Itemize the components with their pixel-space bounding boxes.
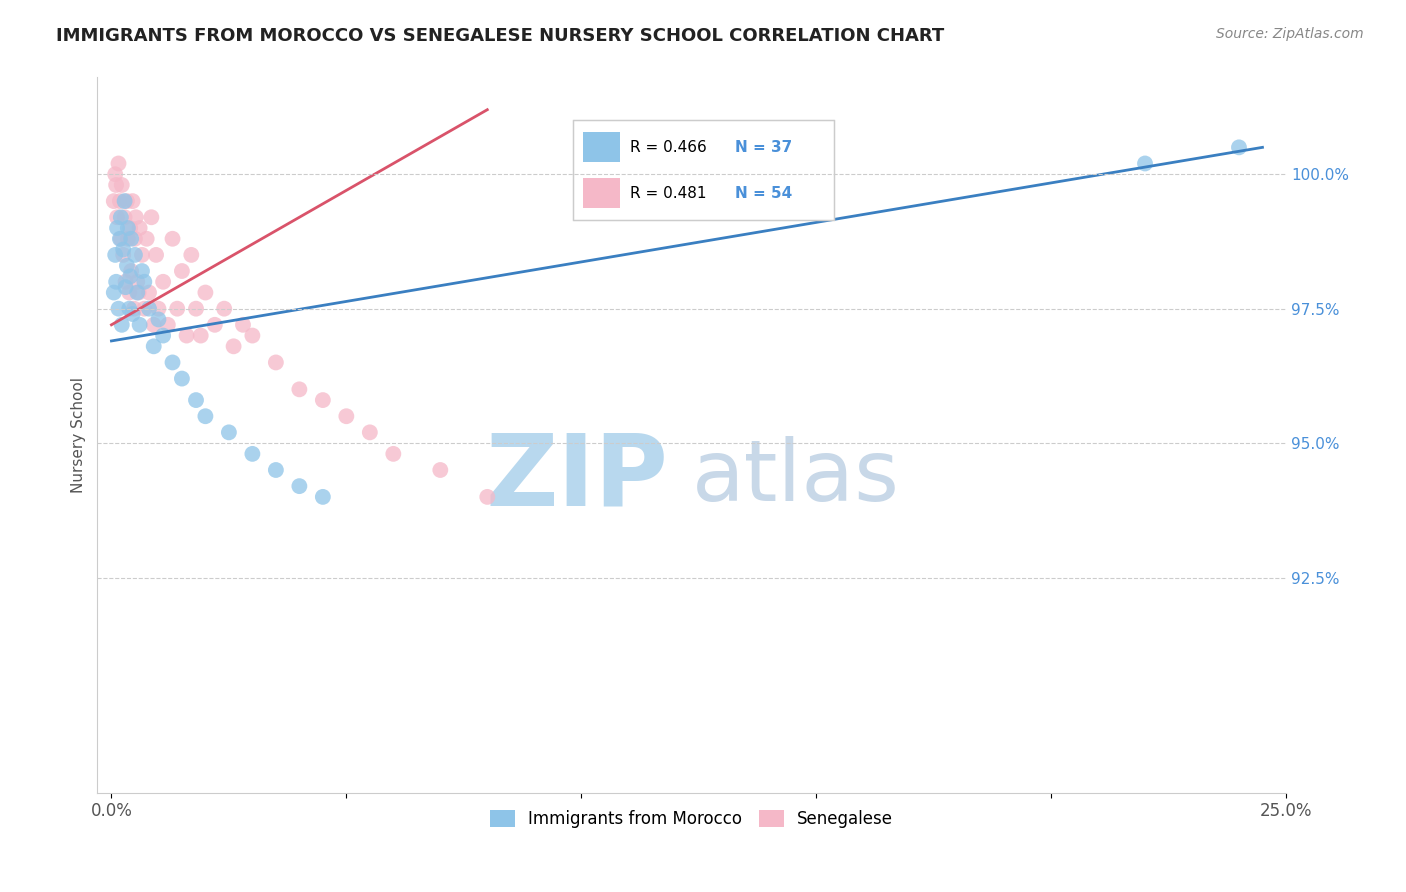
Immigrants from Morocco [288,479,311,493]
Senegalese [335,409,357,424]
Immigrants from Morocco [138,301,160,316]
Immigrants from Morocco [114,280,136,294]
Senegalese [142,318,165,332]
Senegalese [105,211,128,225]
Senegalese [152,275,174,289]
Immigrants from Morocco [103,285,125,300]
Immigrants from Morocco [118,301,141,316]
Senegalese [222,339,245,353]
Senegalese [288,382,311,396]
Immigrants from Morocco [112,243,135,257]
Senegalese [145,248,167,262]
Immigrants from Morocco [105,275,128,289]
Senegalese [120,221,142,235]
Senegalese [108,194,131,208]
Immigrants from Morocco [152,328,174,343]
Senegalese [176,328,198,343]
Immigrants from Morocco [108,232,131,246]
Immigrants from Morocco [312,490,335,504]
Senegalese [115,194,138,208]
Senegalese [107,156,129,170]
Senegalese [204,318,226,332]
Immigrants from Morocco [242,447,264,461]
Immigrants from Morocco [264,463,287,477]
Legend: Immigrants from Morocco, Senegalese: Immigrants from Morocco, Senegalese [484,803,900,834]
Immigrants from Morocco [104,248,127,262]
Immigrants from Morocco [142,339,165,353]
Senegalese [162,232,184,246]
Immigrants from Morocco [105,221,128,235]
Senegalese [103,194,125,208]
Immigrants from Morocco [148,312,170,326]
Text: atlas: atlas [692,436,900,519]
Immigrants from Morocco [121,307,143,321]
Senegalese [134,301,156,316]
Immigrants from Morocco [128,318,150,332]
Senegalese [122,301,145,316]
Senegalese [128,285,150,300]
Senegalese [232,318,254,332]
Senegalese [429,463,451,477]
Senegalese [110,232,132,246]
Y-axis label: Nursery School: Nursery School [72,377,86,493]
Immigrants from Morocco [127,285,149,300]
Immigrants from Morocco [114,194,136,208]
Senegalese [180,248,202,262]
Senegalese [264,355,287,369]
Senegalese [128,221,150,235]
Immigrants from Morocco [120,269,142,284]
Senegalese [477,490,499,504]
Senegalese [166,301,188,316]
Immigrants from Morocco [111,318,134,332]
Senegalese [131,248,153,262]
Senegalese [382,447,405,461]
Immigrants from Morocco [115,259,138,273]
Immigrants from Morocco [131,264,153,278]
Senegalese [194,285,217,300]
Senegalese [121,194,143,208]
Senegalese [114,275,136,289]
Senegalese [118,285,141,300]
Senegalese [242,328,264,343]
Senegalese [212,301,235,316]
Senegalese [148,301,170,316]
Immigrants from Morocco [218,425,240,440]
Senegalese [105,178,128,192]
Immigrants from Morocco [1227,140,1250,154]
Senegalese [120,264,142,278]
Senegalese [138,285,160,300]
Senegalese [156,318,179,332]
Text: ZIP: ZIP [485,429,668,526]
Senegalese [312,393,335,408]
Senegalese [184,301,207,316]
Immigrants from Morocco [194,409,217,424]
Senegalese [359,425,381,440]
Senegalese [127,275,149,289]
Senegalese [112,248,135,262]
Senegalese [117,232,139,246]
Senegalese [125,211,148,225]
Senegalese [124,232,146,246]
Senegalese [114,211,136,225]
Immigrants from Morocco [162,355,184,369]
Immigrants from Morocco [134,275,156,289]
Senegalese [141,211,163,225]
Senegalese [170,264,193,278]
Immigrants from Morocco [184,393,207,408]
Immigrants from Morocco [107,301,129,316]
Immigrants from Morocco [117,221,139,235]
Senegalese [104,167,127,181]
Immigrants from Morocco [110,211,132,225]
Senegalese [190,328,212,343]
Text: Source: ZipAtlas.com: Source: ZipAtlas.com [1216,27,1364,41]
Immigrants from Morocco [124,248,146,262]
Text: IMMIGRANTS FROM MOROCCO VS SENEGALESE NURSERY SCHOOL CORRELATION CHART: IMMIGRANTS FROM MOROCCO VS SENEGALESE NU… [56,27,945,45]
Immigrants from Morocco [120,232,142,246]
Senegalese [135,232,157,246]
Immigrants from Morocco [1133,156,1156,170]
Immigrants from Morocco [170,371,193,385]
Senegalese [111,178,134,192]
